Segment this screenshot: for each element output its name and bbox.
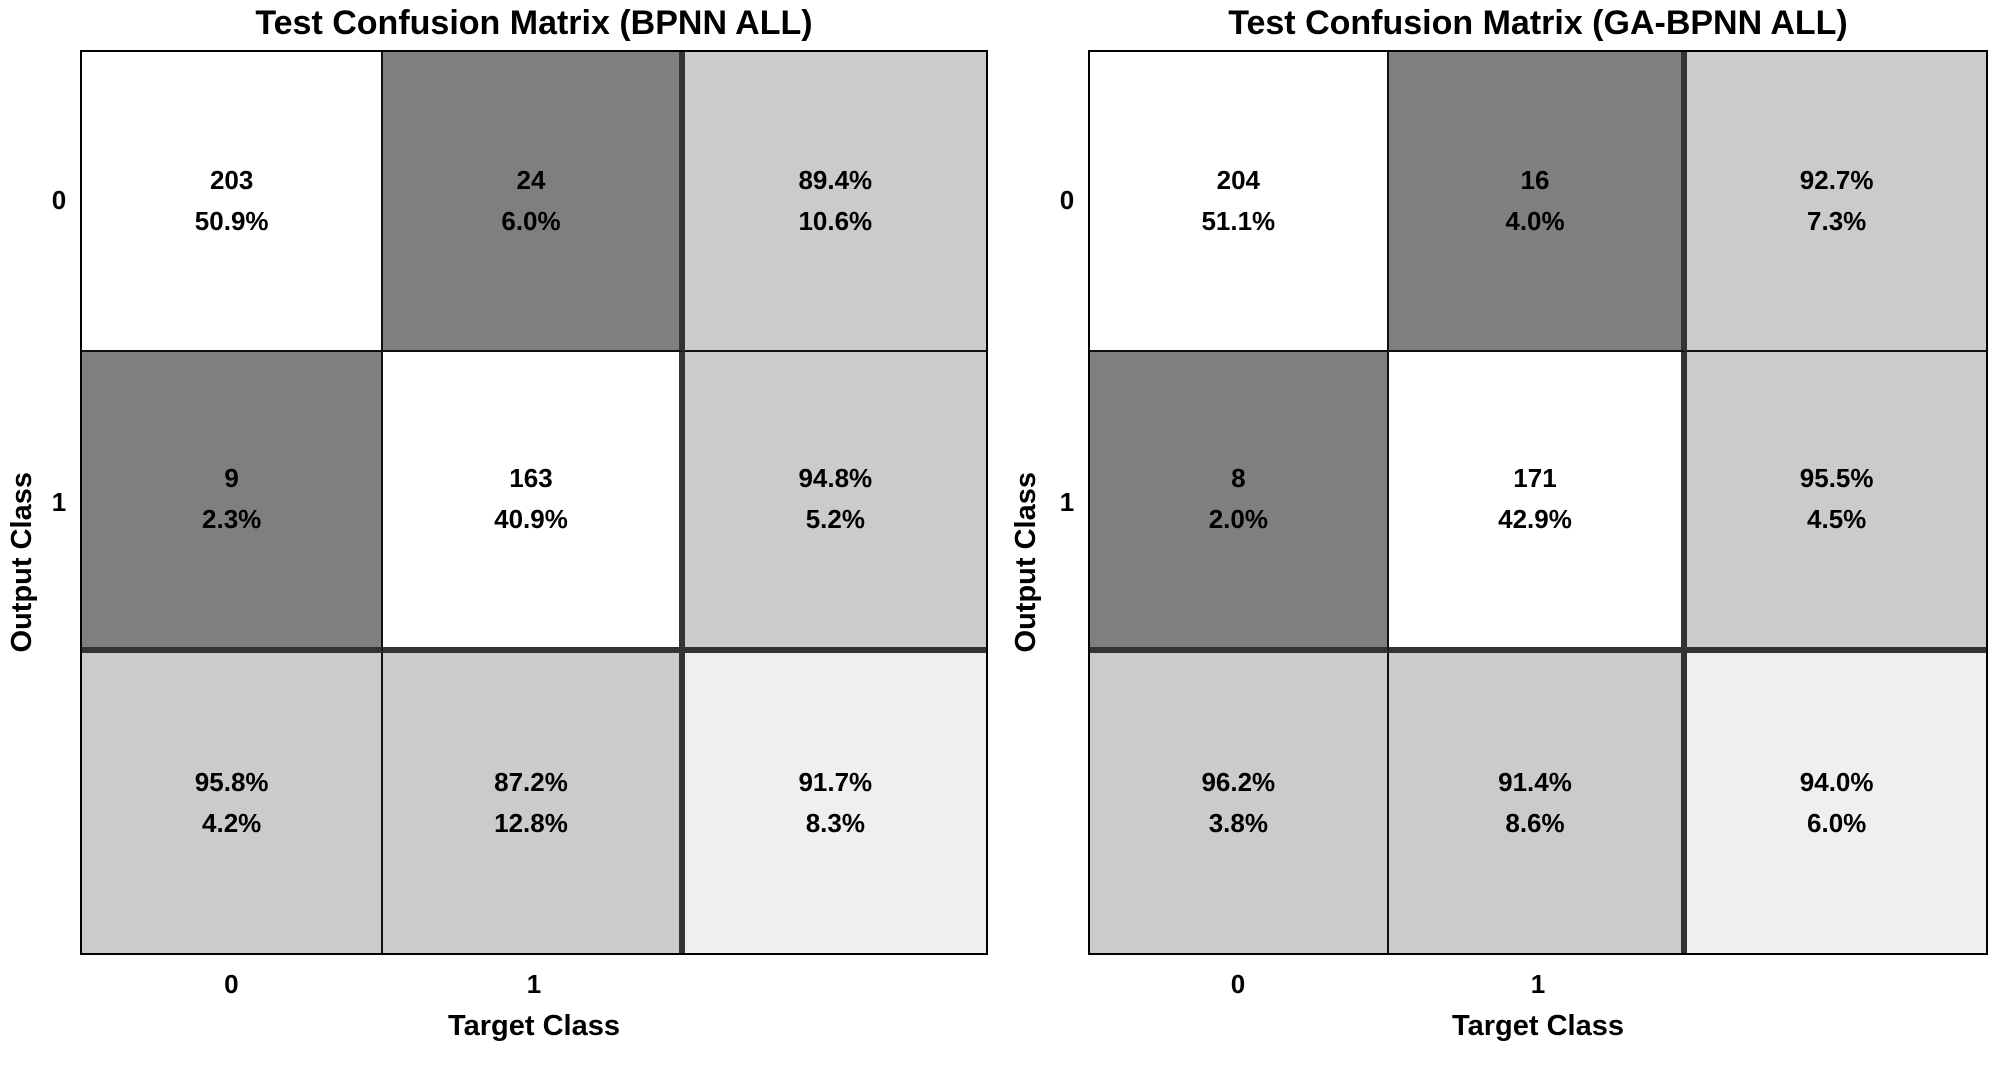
cell-output1-target1: 171 42.9% [1388, 352, 1688, 653]
cell-output0-target1: 24 6.0% [383, 52, 685, 353]
cell-row1-summary: 94.8% 5.2% [684, 352, 986, 653]
x-axis-ticks: 0 1 [80, 955, 988, 1010]
cell-output1-target1: 163 40.9% [383, 352, 685, 653]
cell-col1-summary: 91.4% 8.6% [1388, 652, 1688, 953]
cell-output1-target0: 9 2.3% [82, 352, 384, 653]
confusion-matrix-ga-bpnn: Test Confusion Matrix (GA-BPNN ALL) Outp… [1000, 0, 2000, 1078]
cell-row0-summary: 89.4% 10.6% [684, 52, 986, 353]
y-axis-label-container: Output Class [0, 50, 44, 955]
cell-overall-accuracy: 91.7% 8.3% [684, 652, 986, 953]
x-tick-summary-blank [685, 955, 988, 1010]
cell-col1-summary: 87.2% 12.8% [383, 652, 685, 953]
x-axis-label: Target Class [1452, 1010, 1624, 1042]
plot-title-bpnn: Test Confusion Matrix (BPNN ALL) [255, 3, 813, 42]
y-tick-1: 1 [51, 487, 67, 517]
x-tick-1: 1 [1530, 969, 1546, 999]
x-tick-0: 0 [1230, 969, 1246, 999]
x-tick-1: 1 [526, 969, 542, 999]
x-tick-0: 0 [224, 969, 239, 999]
cell-col0-summary: 96.2% 3.8% [1090, 652, 1389, 953]
cell-output1-target0: 8 2.0% [1090, 352, 1389, 653]
confusion-matrix-bpnn: Test Confusion Matrix (BPNN ALL) Output … [0, 3, 988, 1042]
cell-output0-target1: 16 4.0% [1388, 52, 1688, 353]
y-tick-summary-blank [1052, 653, 1088, 955]
y-axis-label: Output Class [1009, 472, 1042, 653]
y-tick-summary-blank [44, 653, 80, 955]
y-axis-ticks: 0 1 [44, 50, 80, 955]
confusion-matrix-grid: 204 51.1% 16 4.0% 92.7% 7.3% 8 2.0% 171 … [1088, 50, 1988, 955]
cell-col0-summary: 95.8% 4.2% [82, 652, 384, 953]
y-tick-0: 0 [1059, 185, 1075, 216]
y-tick-1: 1 [1059, 487, 1075, 517]
x-axis-ticks: 0 1 [1088, 955, 1988, 1010]
x-tick-summary-blank [1688, 955, 1988, 1010]
y-axis-label-container: Output Class [1000, 50, 1052, 955]
cell-row1-summary: 95.5% 4.5% [1687, 352, 1986, 653]
cell-output0-target0: 203 50.9% [82, 52, 384, 353]
cell-row0-summary: 92.7% 7.3% [1687, 52, 1986, 353]
cell-output0-target0: 204 51.1% [1090, 52, 1389, 353]
y-axis-ticks: 0 1 [1052, 50, 1088, 955]
plot-title-ga-bpnn: Test Confusion Matrix (GA-BPNN ALL) [1228, 3, 1848, 42]
cell-overall-accuracy: 94.0% 6.0% [1687, 652, 1986, 953]
y-axis-label: Output Class [5, 472, 38, 653]
x-axis-label: Target Class [448, 1010, 620, 1042]
confusion-matrix-grid: 203 50.9% 24 6.0% 89.4% 10.6% 9 2.3% 163… [80, 50, 988, 955]
y-tick-0: 0 [51, 185, 67, 216]
